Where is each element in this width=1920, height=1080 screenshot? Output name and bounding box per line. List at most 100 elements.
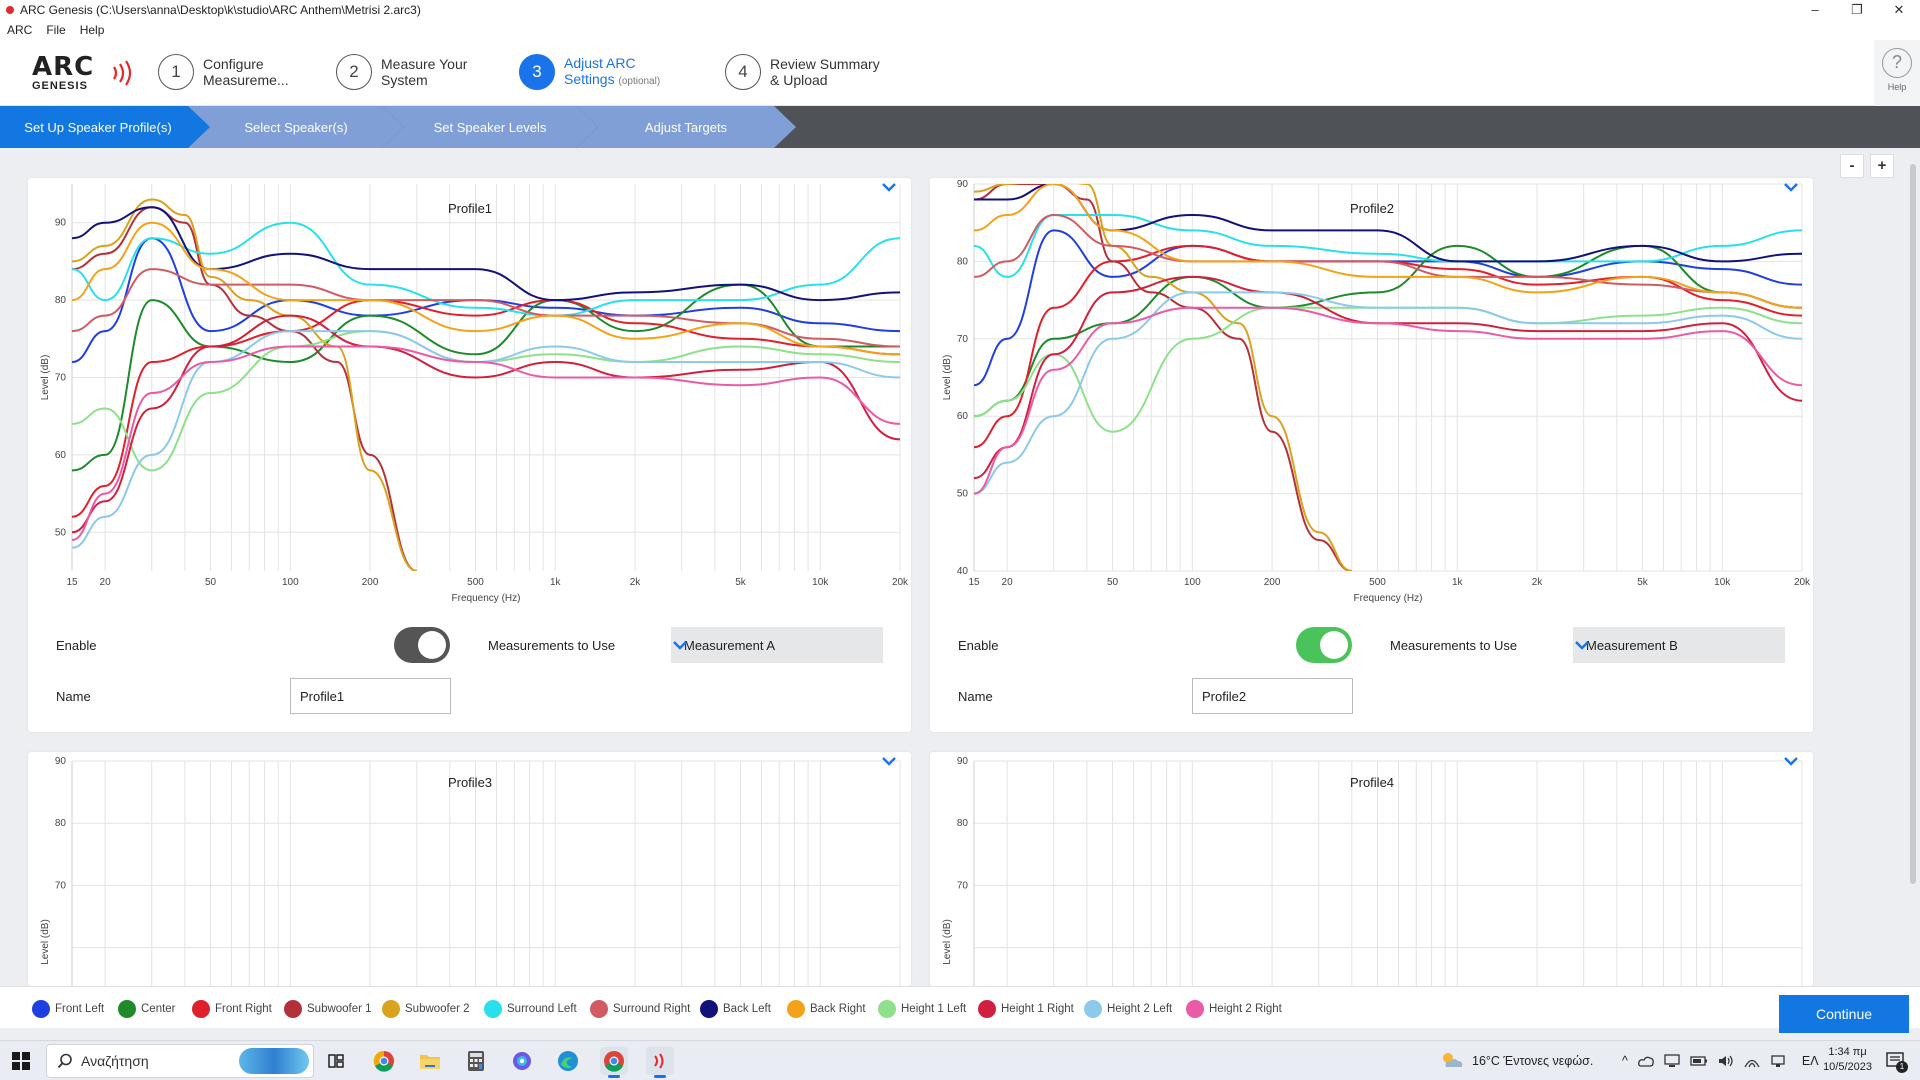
enable-toggle[interactable] xyxy=(1296,627,1352,663)
speaker-volume-icon[interactable] xyxy=(1718,1054,1734,1068)
chevron-up-icon[interactable]: ^ xyxy=(1622,1054,1628,1068)
step-review-summary[interactable]: 4 Review Summary & Upload xyxy=(725,54,880,90)
legend-item-height-2-left: Height 2 Left xyxy=(1084,1000,1172,1018)
notification-icon[interactable]: 1 xyxy=(1886,1051,1908,1073)
y-tick-label: 40 xyxy=(957,566,969,577)
taskbar-clock[interactable]: 1:34 πμ 10/5/2023 xyxy=(1823,1045,1872,1075)
x-tick-label: 5k xyxy=(735,577,747,588)
x-tick-label: 200 xyxy=(1264,577,1281,588)
substep-setup-speaker-profiles[interactable]: Set Up Speaker Profile(s) xyxy=(0,106,210,148)
y-tick-label: 70 xyxy=(957,880,969,891)
chevron-down-icon xyxy=(1575,641,1589,650)
file-explorer-icon[interactable] xyxy=(416,1047,444,1075)
edge-icon[interactable] xyxy=(554,1047,582,1075)
network-icon[interactable] xyxy=(1770,1054,1786,1068)
step-label: Measureme... xyxy=(203,72,289,88)
menu-help[interactable]: Help xyxy=(79,23,105,37)
zoom-out-button[interactable]: - xyxy=(1840,154,1864,178)
x-axis-label: Frequency (Hz) xyxy=(1354,593,1423,604)
zoom-in-button[interactable]: + xyxy=(1870,154,1894,178)
display-icon[interactable] xyxy=(1664,1054,1680,1068)
chevron-down-icon[interactable] xyxy=(880,178,898,196)
step-number: 1 xyxy=(158,54,194,90)
chevron-down-icon[interactable] xyxy=(880,752,898,770)
logo-genesis-text: GENESIS xyxy=(32,80,88,92)
scrollbar-thumb[interactable] xyxy=(1910,164,1916,884)
legend-dot xyxy=(1186,1000,1204,1018)
chart-grid xyxy=(973,183,1803,572)
language-indicator[interactable]: ΕΛ xyxy=(1801,1054,1819,1068)
substep-set-speaker-levels[interactable]: Set Speaker Levels xyxy=(382,106,598,148)
enable-label: Enable xyxy=(958,638,999,653)
wifi-icon[interactable] xyxy=(1744,1054,1760,1068)
legend-label: Subwoofer 2 xyxy=(405,1003,470,1015)
step-adjust-arc-settings[interactable]: 3 Adjust ARC Settings (optional) xyxy=(519,54,660,90)
step-measure-system[interactable]: 2 Measure Your System xyxy=(336,54,467,90)
taskbar-search[interactable]: Αναζήτηση xyxy=(46,1044,314,1078)
vertical-scrollbar[interactable] xyxy=(1908,150,1918,985)
speaker-legend: Front Left Center Front Right Subwoofer … xyxy=(0,986,1920,1028)
help-button[interactable]: ? Help xyxy=(1874,40,1920,106)
continue-button[interactable]: Continue xyxy=(1779,995,1909,1033)
step-label: Measure Your xyxy=(381,56,468,72)
wizard-header: ARC GENESIS 1 Configure Measureme... 2 Me… xyxy=(0,40,1920,106)
legend-item-front-right: Front Right xyxy=(192,1000,272,1018)
legend-item-front-left: Front Left xyxy=(32,1000,104,1018)
measurements-label: Measurements to Use xyxy=(1390,638,1518,653)
restore-button[interactable]: ❐ xyxy=(1851,2,1863,17)
legend-dot xyxy=(1084,1000,1102,1018)
series-line-back-right xyxy=(974,184,1802,309)
weather-widget[interactable]: 16°C Έντονες νεφώσ. xyxy=(1440,1041,1593,1080)
calculator-icon[interactable] xyxy=(462,1047,490,1075)
copilot-icon[interactable] xyxy=(508,1047,536,1075)
legend-dot xyxy=(382,1000,400,1018)
menu-file[interactable]: File xyxy=(46,23,66,37)
y-tick-label: 90 xyxy=(957,756,969,767)
profile-name-input[interactable] xyxy=(1192,678,1353,714)
weather-cloud-icon xyxy=(1443,1053,1463,1067)
step-number: 2 xyxy=(336,54,372,90)
measurement-select[interactable]: Measurement A xyxy=(671,627,883,663)
menu-bar: ARC File Help xyxy=(0,20,1920,40)
arc-genesis-icon[interactable] xyxy=(646,1047,674,1078)
legend-label: Back Right xyxy=(810,1003,866,1015)
toggle-knob xyxy=(418,631,446,659)
y-tick-label: 70 xyxy=(957,334,969,345)
y-tick-label: 80 xyxy=(957,818,969,829)
substep-select-speakers[interactable]: Select Speaker(s) xyxy=(188,106,404,148)
enable-toggle[interactable] xyxy=(394,627,450,663)
y-tick-label: 90 xyxy=(957,179,969,190)
chrome-profile-icon[interactable] xyxy=(600,1047,628,1078)
step-configure-measurement[interactable]: 1 Configure Measureme... xyxy=(158,54,289,90)
y-tick-label: 80 xyxy=(55,818,67,829)
menu-arc[interactable]: ARC xyxy=(7,23,33,37)
close-button[interactable]: ✕ xyxy=(1893,2,1905,17)
chrome-icon[interactable] xyxy=(370,1047,398,1075)
y-tick-label: 80 xyxy=(55,295,67,306)
legend-label: Height 2 Right xyxy=(1209,1003,1282,1015)
task-view-glyph xyxy=(328,1054,344,1068)
measurement-select[interactable]: Measurement B xyxy=(1573,627,1785,663)
series-line-height-2-left xyxy=(974,291,1802,495)
y-tick-label: 90 xyxy=(55,756,67,767)
step-label: Settings xyxy=(564,70,615,87)
onedrive-icon[interactable] xyxy=(1637,1055,1654,1067)
search-icon xyxy=(57,1053,72,1069)
battery-icon[interactable] xyxy=(1690,1055,1708,1067)
series-line-subwoofer-1 xyxy=(974,184,1352,571)
y-axis-label: Level (dB) xyxy=(40,919,51,965)
active-indicator xyxy=(608,1075,620,1078)
substep-adjust-targets[interactable]: Adjust Targets xyxy=(576,106,796,148)
legend-dot xyxy=(978,1000,996,1018)
chevron-down-icon[interactable] xyxy=(1782,752,1800,770)
x-tick-label: 20k xyxy=(1794,577,1811,588)
task-view-icon[interactable] xyxy=(322,1047,350,1075)
profile-name-input[interactable] xyxy=(290,678,451,714)
step-label: Review Summary xyxy=(770,56,880,72)
legend-label: Height 1 Right xyxy=(1001,1003,1074,1015)
windows-start-icon[interactable] xyxy=(12,1052,30,1070)
y-tick-label: 50 xyxy=(957,489,969,500)
x-tick-label: 10k xyxy=(1714,577,1731,588)
chevron-down-icon[interactable] xyxy=(1782,178,1800,196)
minimize-button[interactable]: – xyxy=(1811,2,1819,17)
